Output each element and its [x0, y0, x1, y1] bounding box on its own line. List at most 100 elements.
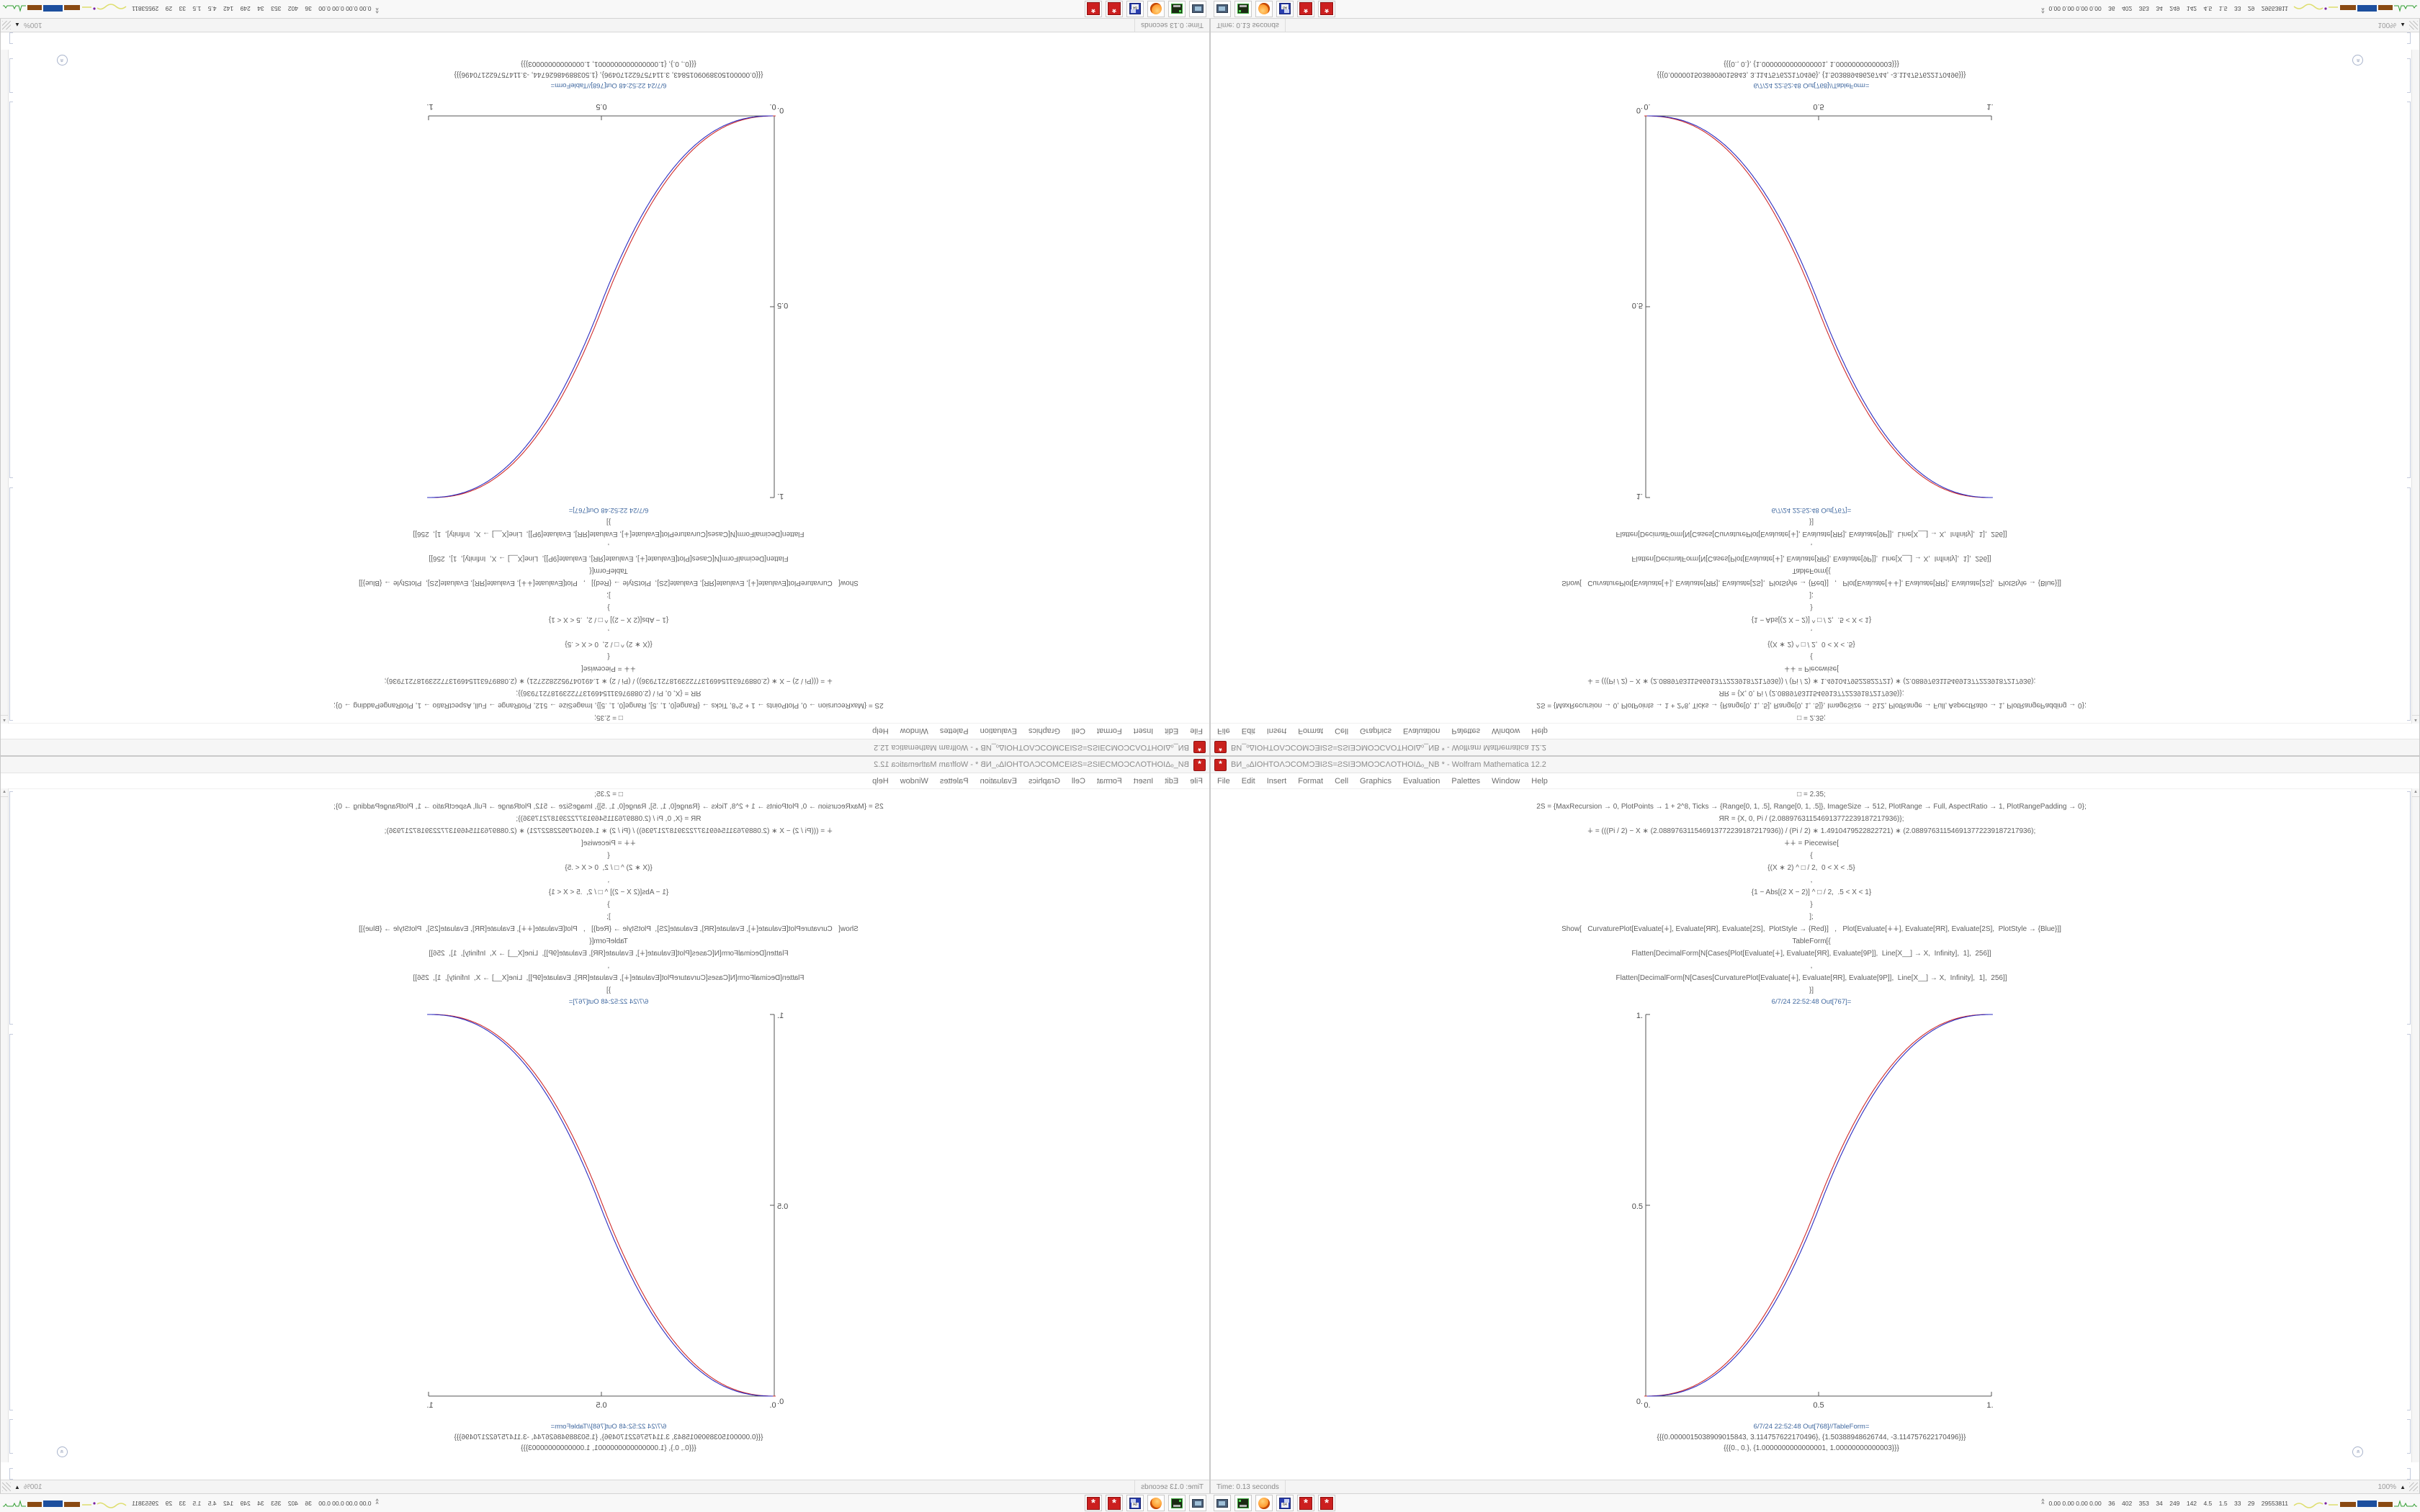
code-line[interactable]: {(X ∗ 2) ^ □ / 2, 0 < X < .5}: [1767, 640, 1855, 648]
scrollbar-up-arrow-icon[interactable]: ▲: [1, 788, 8, 797]
scrollbar-up-arrow-icon[interactable]: ▲: [2412, 715, 2419, 724]
vertical-scrollbar[interactable]: ▲: [2411, 788, 2419, 1462]
code-line[interactable]: }]: [1809, 518, 1814, 526]
code-line[interactable]: ];: [606, 913, 611, 921]
resize-grip-icon[interactable]: [2, 21, 11, 30]
output-plot[interactable]: 1. 0.5 0. 0. 0.5 1.: [414, 1007, 803, 1421]
code-line[interactable]: ∔∔ = Piecewise[: [581, 665, 636, 672]
menu-help[interactable]: Help: [1531, 726, 1548, 736]
cell-bracket-output-plot[interactable]: [9, 1034, 13, 1410]
code-line[interactable]: Flatten[DecimalForm[N[Cases[CurvaturePlo…: [1615, 974, 2007, 982]
notebook-content[interactable]: □ = 2.35; 2S = {MaxRecursion → 0, PlotPo…: [8, 788, 1209, 1462]
cell-bracket-input[interactable]: [2407, 791, 2411, 1025]
code-line[interactable]: }]: [606, 518, 611, 526]
menu-insert[interactable]: Insert: [1133, 776, 1154, 786]
floppy-64-icon[interactable]: 64: [1276, 1, 1294, 17]
code-line[interactable]: ,: [1810, 542, 1813, 550]
window-titlebar[interactable]: * ВИ_ₒΔIOHTOΛƆCOMƆƎIƧS=ƧSIƎƆMOƆCΛOTHOIΔₒ…: [1, 757, 1209, 773]
window-titlebar[interactable]: * ВИ_ₒΔIOHTOΛƆCOMƆƎIƧS=ƧSIƎƆMOƆCΛOTHOIΔₒ…: [1211, 757, 2419, 773]
cell-bracket-output-plot[interactable]: [9, 102, 13, 478]
code-line-show[interactable]: Show[ CurvaturePlot[Evaluate[∔], Evaluat…: [359, 579, 859, 587]
code-line[interactable]: ,: [607, 876, 610, 884]
screenshot-monitor-icon[interactable]: [1189, 1495, 1206, 1511]
notebook-content[interactable]: □ = 2.35; 2S = {MaxRecursion → 0, PlotPo…: [1211, 50, 2412, 724]
cell-bracket-output-table[interactable]: [9, 58, 13, 93]
zoom-level[interactable]: 100%: [2378, 1482, 2397, 1491]
menu-format[interactable]: Format: [1096, 776, 1122, 786]
menu-help[interactable]: Help: [1531, 776, 1548, 786]
vertical-scrollbar[interactable]: ▲: [2411, 50, 2419, 724]
code-line[interactable]: TableForm[{: [589, 937, 628, 945]
tableform-row[interactable]: {{{0., 0.}, {1.0000000000000001, 1.00000…: [1724, 1444, 1899, 1452]
firefox-icon[interactable]: [1147, 1, 1165, 17]
code-line[interactable]: ];: [1809, 591, 1814, 599]
code-line[interactable]: {(X ∗ 2) ^ □ / 2, 0 < X < .5}: [565, 640, 653, 648]
code-line[interactable]: ∔ = (((Pi / 2) − X ∗ (2.0889763115469137…: [384, 677, 833, 685]
zoom-dropdown-caret-icon[interactable]: ▲: [2400, 1483, 2406, 1490]
menu-evaluation[interactable]: Evaluation: [1403, 726, 1440, 736]
code-line[interactable]: }: [607, 901, 610, 909]
terminal-icon[interactable]: [1168, 1495, 1186, 1511]
menu-edit[interactable]: Edit: [1165, 726, 1179, 736]
menu-window[interactable]: Window: [900, 776, 928, 786]
gear-red-icon[interactable]: *: [1297, 1495, 1314, 1511]
menu-edit[interactable]: Edit: [1165, 776, 1179, 786]
menu-file[interactable]: File: [1190, 776, 1203, 786]
floppy-64-icon[interactable]: 64: [1126, 1, 1144, 17]
cell-bracket-output-plot[interactable]: [2407, 102, 2411, 478]
code-line[interactable]: 2S = {MaxRecursion → 0, PlotPoints → 1 +…: [333, 803, 884, 811]
code-line[interactable]: {: [1810, 852, 1813, 860]
code-line[interactable]: }: [1810, 901, 1813, 909]
firefox-icon[interactable]: [1255, 1495, 1273, 1511]
menu-cell[interactable]: Cell: [1071, 776, 1085, 786]
floppy-64-icon[interactable]: 64: [1126, 1495, 1144, 1511]
cell-insertion-assistant-icon[interactable]: »: [57, 1446, 68, 1457]
code-line[interactable]: □ = 2.35;: [1797, 714, 1826, 721]
code-line[interactable]: ,: [607, 628, 610, 636]
code-line[interactable]: TableForm[{: [1792, 937, 1831, 945]
menu-graphics[interactable]: Graphics: [1360, 726, 1392, 736]
code-line[interactable]: }: [607, 603, 610, 611]
window-titlebar[interactable]: * ВИ_ₒΔIOHTOΛƆCOMƆƎIƧS=ƧSIƎƆMOƆCΛOTHOIΔₒ…: [1211, 739, 2419, 755]
cell-bracket-next-input[interactable]: [9, 1468, 13, 1480]
gear-red-icon[interactable]: *: [1106, 1495, 1123, 1511]
cell-bracket-output-table[interactable]: [2407, 58, 2411, 93]
code-line[interactable]: 2S = {MaxRecursion → 0, PlotPoints → 1 +…: [1536, 803, 2087, 811]
zoom-dropdown-caret-icon[interactable]: ▲: [14, 22, 20, 29]
code-line[interactable]: ЯR = {X, 0, Pi / (2.08897631154691377223…: [516, 815, 702, 823]
code-line[interactable]: {(X ∗ 2) ^ □ / 2, 0 < X < .5}: [1767, 864, 1855, 872]
code-line-show[interactable]: Show[ CurvaturePlot[Evaluate[∔], Evaluat…: [1561, 579, 2061, 587]
tray-expand-caret-icon[interactable]: ^ ^: [375, 5, 379, 14]
firefox-icon[interactable]: [1147, 1495, 1165, 1511]
tableform-row[interactable]: {{{0.0000015038909015843, 3.114757622170…: [454, 71, 763, 78]
menu-palettes[interactable]: Palettes: [939, 726, 969, 736]
menu-graphics[interactable]: Graphics: [1028, 776, 1060, 786]
menu-edit[interactable]: Edit: [1241, 776, 1255, 786]
code-line[interactable]: ЯR = {X, 0, Pi / (2.08897631154691377223…: [1718, 689, 1904, 697]
output-plot[interactable]: 1. 0.5 0. 0. 0.5 1.: [1617, 1007, 2006, 1421]
gear-red-icon[interactable]: *: [1318, 1, 1335, 17]
code-line[interactable]: Flatten[DecimalForm[N[Cases[Plot[Evaluat…: [429, 950, 789, 958]
code-line[interactable]: }]: [606, 986, 611, 994]
menu-evaluation[interactable]: Evaluation: [980, 776, 1017, 786]
code-line[interactable]: TableForm[{: [589, 567, 628, 575]
menu-window[interactable]: Window: [1492, 776, 1520, 786]
code-line[interactable]: Flatten[DecimalForm[N[Cases[CurvaturePlo…: [1615, 530, 2007, 538]
menu-insert[interactable]: Insert: [1266, 776, 1287, 786]
code-line[interactable]: ,: [607, 542, 610, 550]
resize-grip-icon[interactable]: [2, 1482, 11, 1491]
cell-insertion-assistant-icon[interactable]: »: [2352, 1446, 2363, 1457]
menu-evaluation[interactable]: Evaluation: [980, 726, 1017, 736]
vertical-scrollbar[interactable]: ▲: [1, 50, 9, 724]
menu-file[interactable]: File: [1217, 776, 1230, 786]
resize-grip-icon[interactable]: [2409, 21, 2418, 30]
gear-red-icon[interactable]: *: [1085, 1, 1102, 17]
code-line-show[interactable]: Show[ CurvaturePlot[Evaluate[∔], Evaluat…: [359, 925, 859, 933]
cell-bracket-input[interactable]: [2407, 487, 2411, 721]
tableform-row[interactable]: {{{0.0000015038909015843, 3.114757622170…: [454, 1434, 763, 1441]
code-line[interactable]: □ = 2.35;: [1797, 791, 1826, 798]
cell-bracket-output-table[interactable]: [9, 1419, 13, 1454]
code-line[interactable]: {1 − Abs[(2 X − 2)] ^ □ / 2, .5 < X < 1}: [1751, 888, 1872, 896]
code-line[interactable]: ∔∔ = Piecewise[: [1784, 840, 1839, 847]
resize-grip-icon[interactable]: [2409, 1482, 2418, 1491]
